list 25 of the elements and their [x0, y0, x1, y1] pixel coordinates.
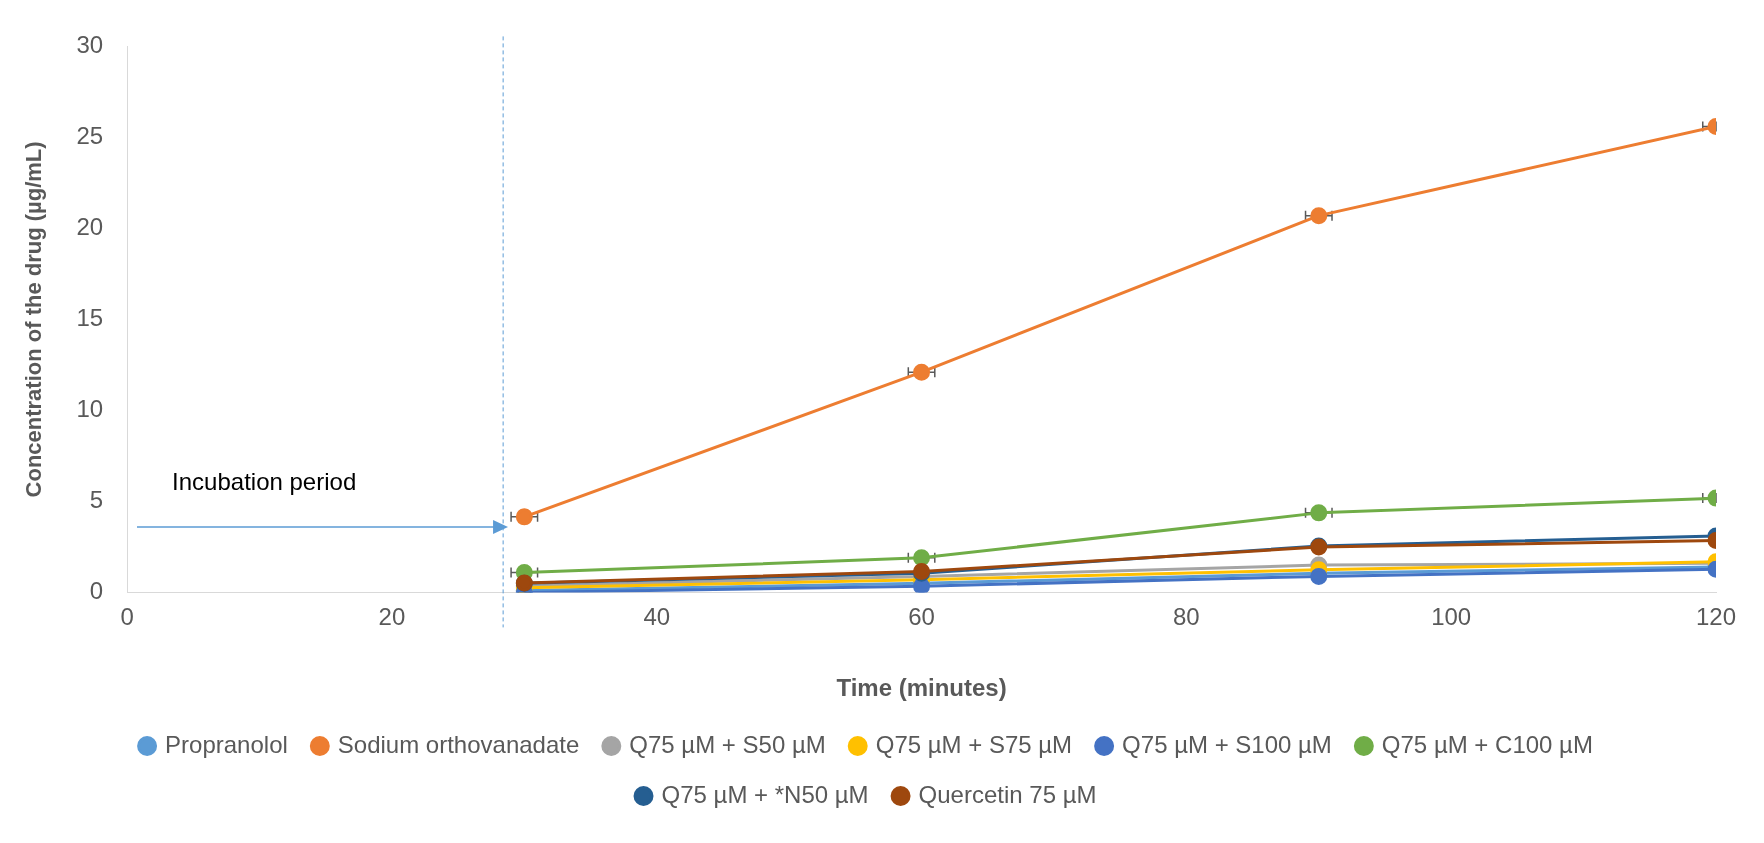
annotation: Incubation period: [172, 467, 357, 495]
legend-label: Q75 µM + S75 µM: [875, 730, 1073, 758]
x-tick-label: 0: [120, 603, 134, 631]
x-tick-label: 60: [908, 603, 935, 631]
y-tick-label: 25: [76, 122, 104, 150]
legend-label: Sodium orthovanadate: [337, 730, 580, 758]
legend-label: Q75 µM + *N50 µM: [661, 780, 869, 808]
x-tick-label: 40: [643, 603, 671, 631]
legend-label: Propranolol: [165, 730, 288, 758]
y-tick-label: 0: [89, 577, 104, 605]
y-axis-title: Concentration of the drug (µg/mL): [21, 141, 47, 498]
legend-label: Q75 µM + S100 µM: [1122, 730, 1332, 758]
y-tick-label: 10: [76, 395, 104, 423]
y-tick-label: 30: [76, 31, 104, 59]
legend-label: Q75 µM + S50 µM: [629, 730, 826, 758]
x-tick-label: 120: [1695, 603, 1737, 631]
y-tick-label: 15: [76, 304, 104, 332]
y-tick-label: 20: [76, 213, 104, 241]
x-axis-title: Time (minutes): [836, 674, 1007, 702]
y-tick-label: 5: [89, 486, 104, 514]
legend-label: Q75 µM + C100 µM: [1381, 730, 1593, 758]
x-tick-label: 80: [1173, 603, 1200, 631]
x-tick-label: 20: [378, 603, 406, 631]
x-tick-label: 100: [1431, 603, 1472, 631]
legend-label: Quercetin 75 µM: [918, 780, 1097, 808]
